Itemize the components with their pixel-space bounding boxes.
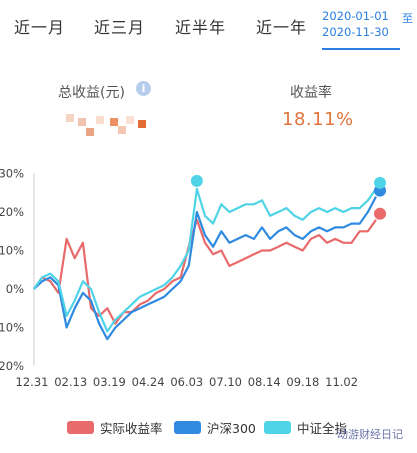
y-tick-label: 20% [0,205,24,219]
info-icon[interactable]: i [136,81,151,96]
period-tabs: 近一月 近三月 近半年 近一年 2020-01-01 2020-11-30 至 [0,0,417,50]
series-end-markers [190,174,386,220]
legend-swatch-hs300 [174,421,201,434]
x-tick-label: 04.24 [132,375,165,389]
tab-three-months[interactable]: 近三月 [94,18,146,37]
series-line [33,218,377,325]
x-tick-label: 03.19 [93,375,126,389]
series-line [33,187,377,333]
tab-one-month[interactable]: 近一月 [14,18,66,37]
legend-csi-all-share[interactable]: 中证全指 [297,421,348,436]
date-start[interactable]: 2020-01-01 [322,9,389,23]
x-tick-label: 09.18 [286,375,319,389]
series-end-marker [374,176,386,189]
y-tick-label: 30% [0,167,24,181]
x-tick-label: 02.13 [54,375,87,389]
x-tick-label: 12.31 [16,375,49,389]
series-line [33,196,377,341]
return-rate-label: 收益率 [290,85,332,101]
legend-actual-return[interactable]: 实际收益率 [100,421,163,436]
x-tick-label: 06.03 [170,375,203,389]
date-to-label: 至 [402,12,413,25]
return-chart: 30% 20% 10% 0% -10% -20% 12.31 02.13 03.19 04.24… [0,167,386,389]
x-tick-label: 11.02 [325,375,358,389]
legend-hs300[interactable]: 沪深300 [207,421,256,436]
series-lines [33,187,377,341]
y-tick-label: 10% [0,244,24,258]
tab-one-year[interactable]: 近一年 [256,18,308,37]
x-tick-label: 07.10 [209,375,242,389]
date-end[interactable]: 2020-11-30 [322,25,389,39]
x-axis: 12.31 02.13 03.19 04.24 06.03 07.10 08.14 09.18… [16,375,359,389]
tab-half-year[interactable]: 近半年 [175,18,227,37]
y-tick-label: -10% [0,321,24,335]
legend-swatch-csi-all [264,421,291,434]
series-end-marker [374,207,386,220]
y-tick-label: -20% [0,359,24,373]
watermark: 动游财经日记 [337,428,403,441]
custom-date-range[interactable]: 2020-01-01 2020-11-30 [322,8,400,50]
y-axis: 30% 20% 10% 0% -10% -20% [0,167,35,373]
total-profit-label: 总收益(元) [58,85,125,101]
return-rate-value: 18.11% [282,109,354,130]
legend-swatch-actual [67,421,94,434]
x-tick-label: 08.14 [248,375,281,389]
y-tick-label: 0% [6,282,24,296]
series-peak-marker [190,174,203,187]
